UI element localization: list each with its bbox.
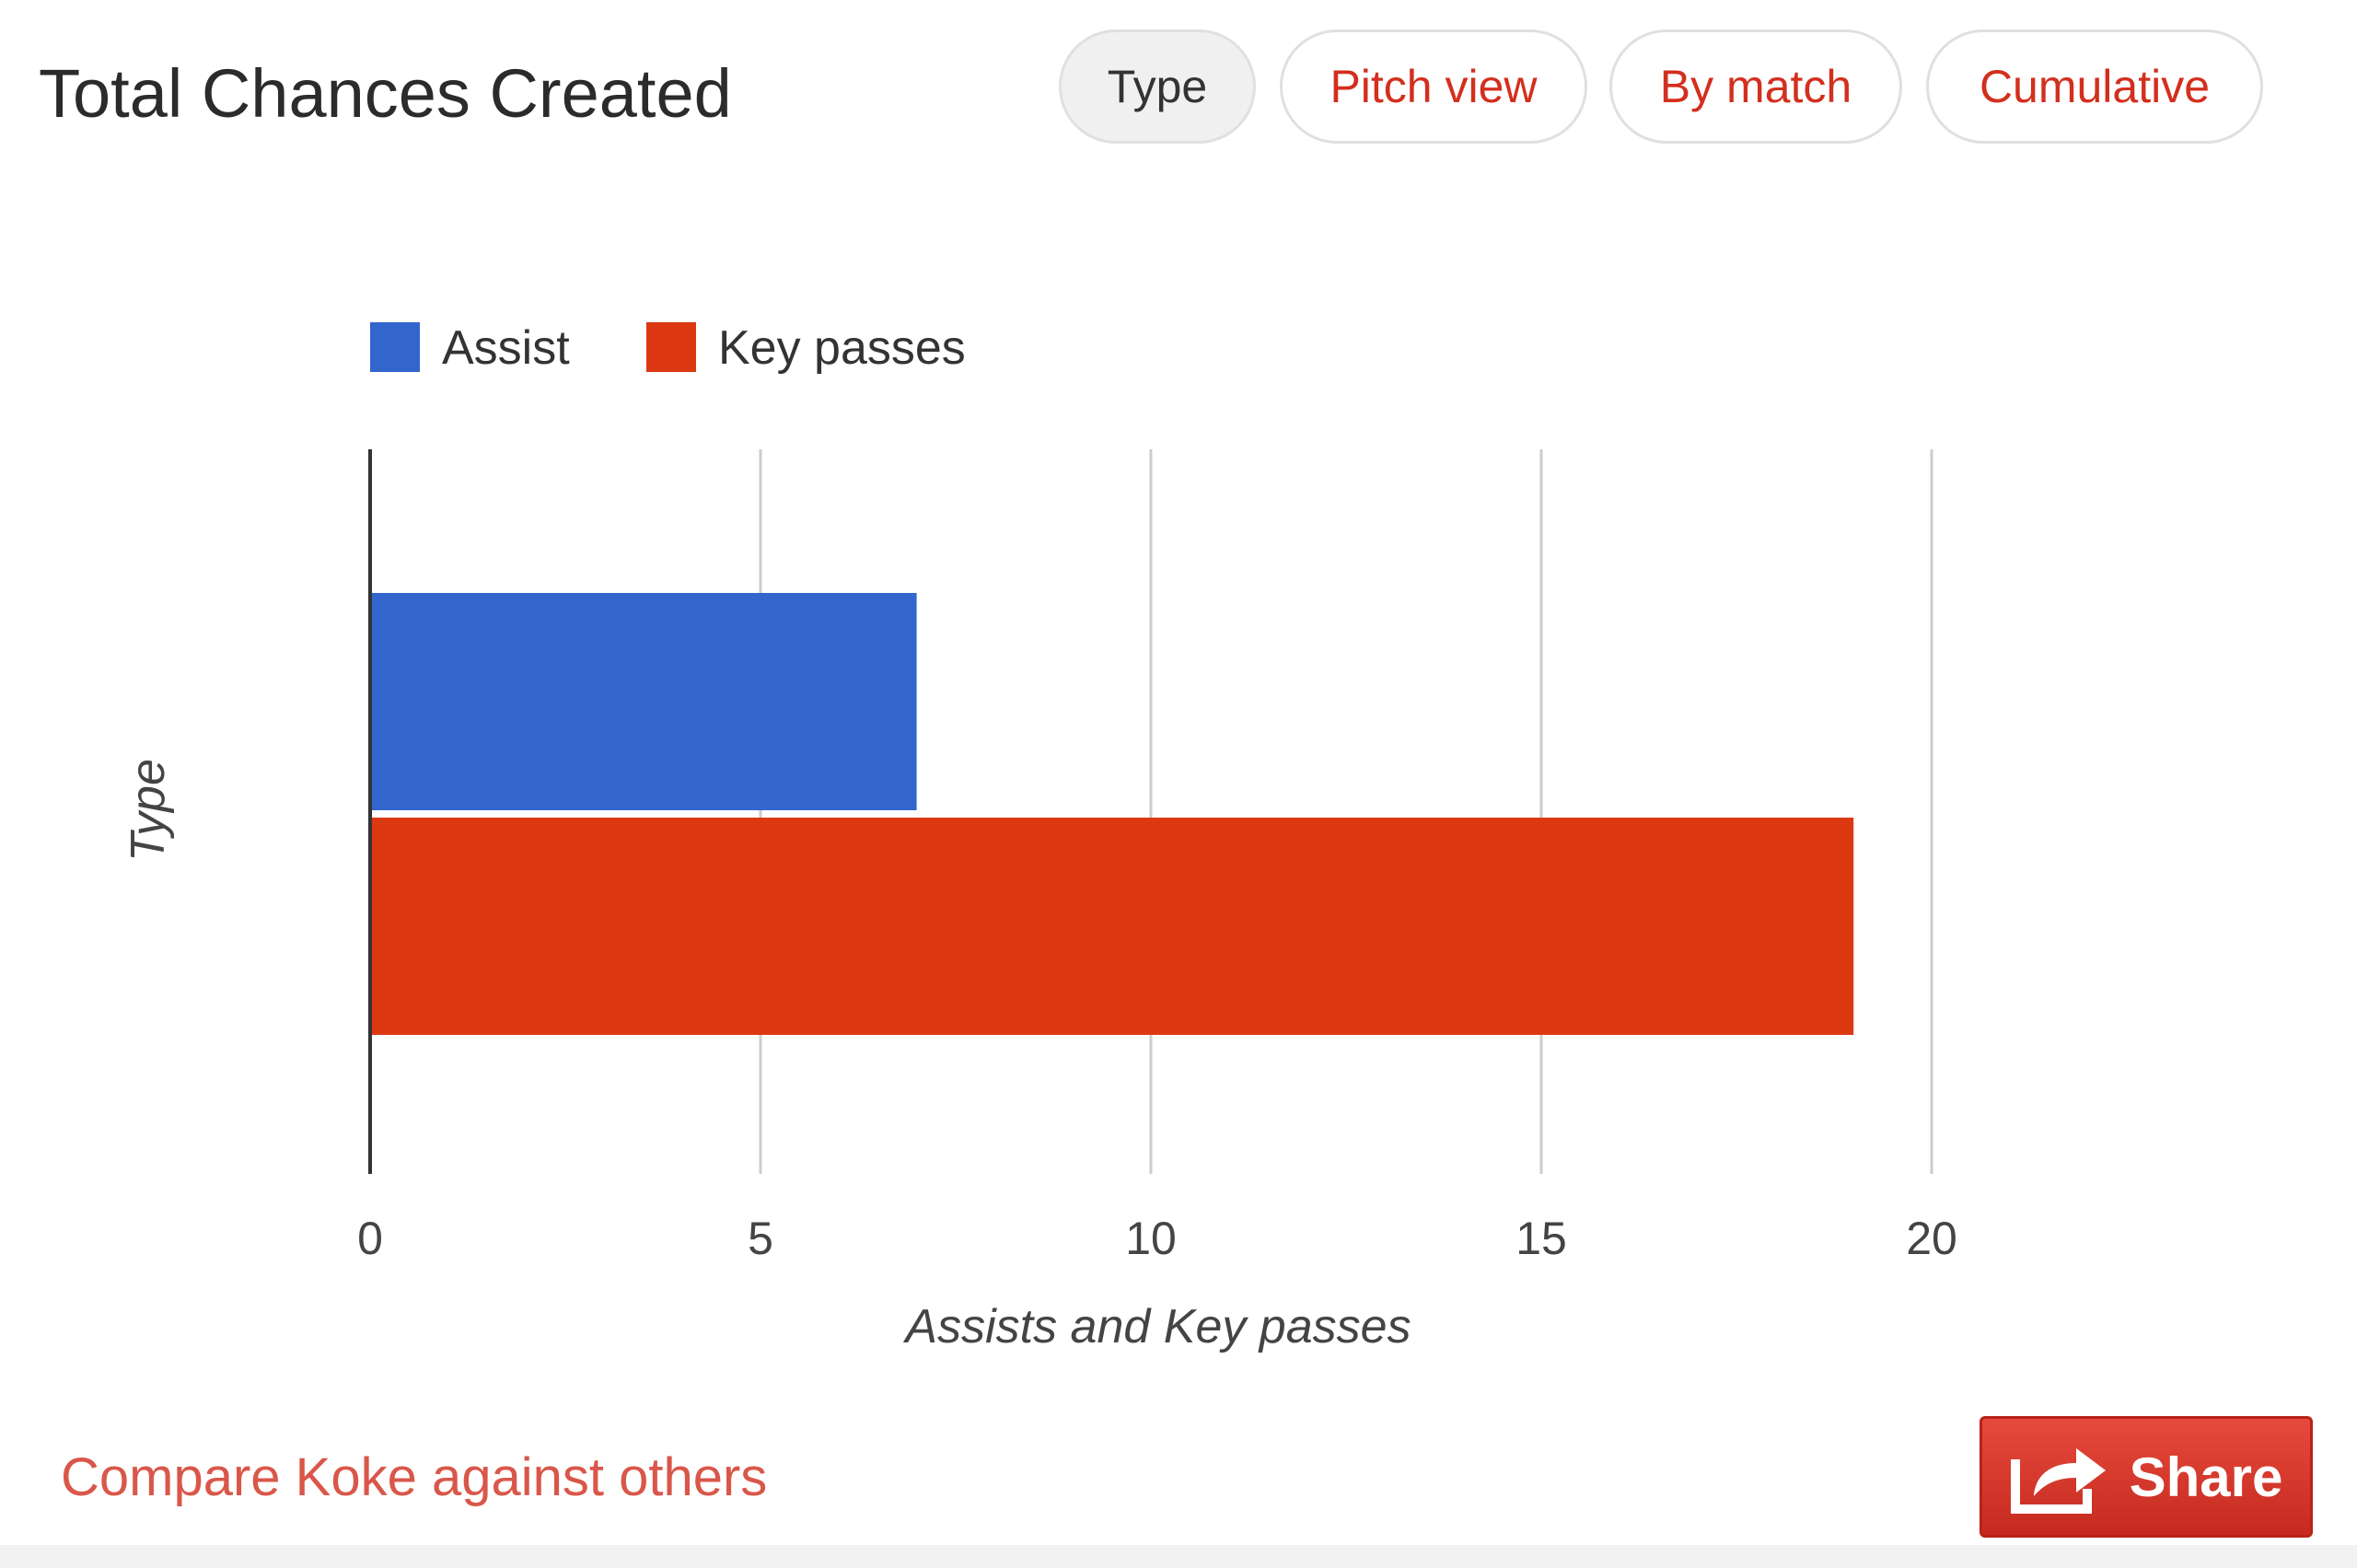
x-axis-title: Assists and Key passes bbox=[902, 1300, 1411, 1353]
share-arrow-icon bbox=[2010, 1448, 2106, 1514]
bar-assist bbox=[372, 593, 917, 810]
bar-chart: 0 5 10 15 20 Assist Key passes Assists and Key … bbox=[122, 321, 1957, 1353]
x-tick-label-0: 0 bbox=[357, 1213, 383, 1264]
x-tick-label-5: 5 bbox=[748, 1213, 773, 1264]
bar-key-passes bbox=[372, 818, 1854, 1035]
tab-by-match[interactable]: By match bbox=[1609, 29, 1902, 144]
legend-swatch-key-passes bbox=[646, 322, 696, 372]
tab-cumulative[interactable]: Cumulative bbox=[1926, 29, 2263, 144]
y-axis-title: Type bbox=[122, 759, 175, 862]
tab-pitch-view[interactable]: Pitch view bbox=[1280, 29, 1587, 144]
x-tick-label-20: 20 bbox=[1906, 1213, 1957, 1264]
compare-player-link[interactable]: Compare Koke against others bbox=[61, 1447, 768, 1507]
legend-swatch-assist bbox=[370, 322, 420, 372]
chart-title: Total Chances Created bbox=[39, 55, 732, 132]
tab-type[interactable]: Type bbox=[1059, 29, 1256, 144]
x-tick-label-15: 15 bbox=[1515, 1213, 1567, 1264]
share-button[interactable]: Share bbox=[1980, 1416, 2313, 1538]
share-label: Share bbox=[2129, 1446, 2283, 1508]
legend-label-key-passes: Key passes bbox=[718, 321, 966, 375]
legend-label-assist: Assist bbox=[442, 321, 570, 375]
footer-strip bbox=[0, 1545, 2357, 1568]
x-tick-label-10: 10 bbox=[1125, 1213, 1177, 1264]
